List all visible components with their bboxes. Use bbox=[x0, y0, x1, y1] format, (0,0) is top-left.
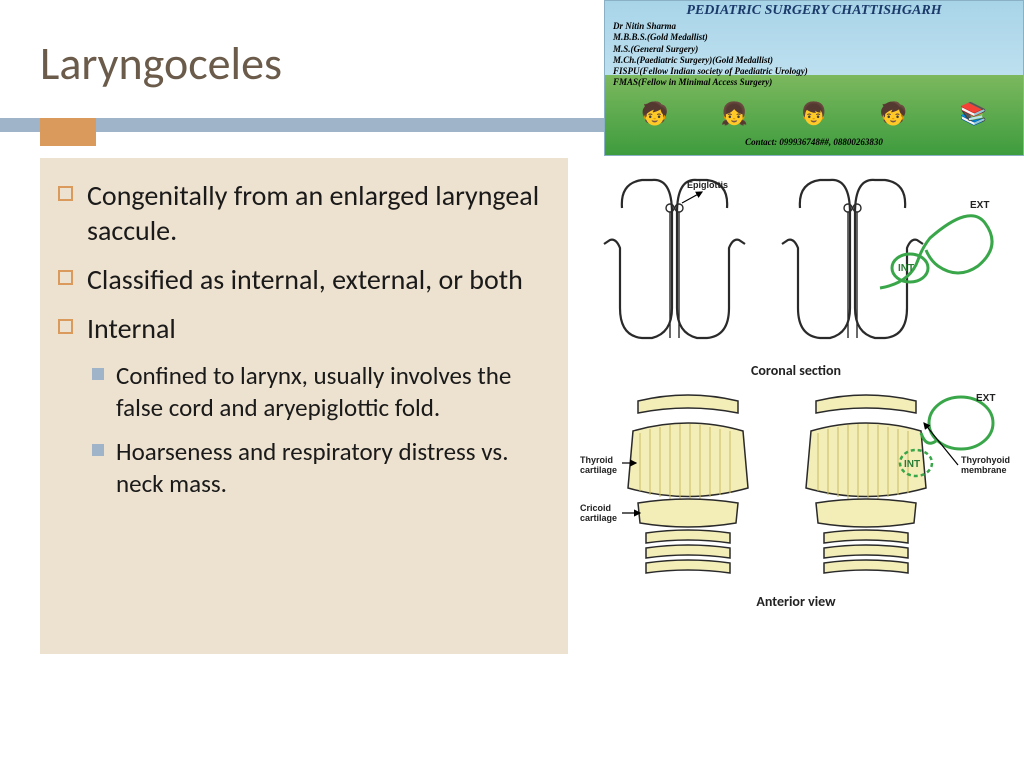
banner-line: M.Ch.(Paediatric Surgery)(Gold Medallist… bbox=[613, 55, 1015, 66]
label-thyroid: Thyroidcartilage bbox=[580, 455, 617, 475]
banner-line: FISPU(Fellow Indian society of Paediatri… bbox=[613, 66, 1015, 77]
kids-illustration: 🧒 👧 👦 🧒 📚 bbox=[605, 103, 1023, 125]
bullet-sub-text: Confined to larynx, usually involves the… bbox=[116, 360, 554, 424]
bullet-text: Internal bbox=[87, 311, 176, 346]
banner-line: M.B.B.S.(Gold Medallist) bbox=[613, 32, 1015, 43]
anterior-laryngocele-svg: INT EXT Thyrohyoidmembrane bbox=[776, 383, 1014, 593]
kid-icon: 🧒 bbox=[880, 103, 907, 125]
anterior-view-label: Anterior view bbox=[568, 593, 1024, 610]
banner-line: Dr Nitin Sharma bbox=[613, 21, 1015, 32]
kid-icon: 👦 bbox=[800, 103, 827, 125]
label-cricoid: Cricoidcartilage bbox=[580, 503, 617, 523]
medical-diagram: Epiglottis INT EXT Coronal section bbox=[568, 158, 1024, 654]
content-box: Congenitally from an enlarged laryngeal … bbox=[40, 158, 568, 654]
label-int: INT bbox=[898, 263, 914, 274]
label-thyrohyoid: Thyrohyoidmembrane bbox=[961, 455, 1010, 475]
bullet-marker-icon bbox=[58, 186, 73, 201]
coronal-normal-svg: Epiglottis bbox=[582, 168, 762, 368]
bullet-item: Classified as internal, external, or bot… bbox=[58, 262, 554, 297]
banner-line: FMAS(Fellow in Minimal Access Surgery) bbox=[613, 77, 1015, 88]
anterior-normal-svg: Thyroidcartilage Cricoidcartilage bbox=[578, 383, 776, 593]
bullet-sub-item: Hoarseness and respiratory distress vs. … bbox=[92, 436, 554, 500]
bullet-item: Internal bbox=[58, 311, 554, 346]
coronal-laryngocele-svg: INT EXT bbox=[770, 168, 1010, 368]
page-title: Laryngoceles bbox=[40, 36, 282, 92]
label-ext: EXT bbox=[970, 200, 989, 211]
kid-icon: 👧 bbox=[721, 103, 748, 125]
bullet-sub-marker-icon bbox=[92, 444, 104, 456]
coronal-section-row: Epiglottis INT EXT bbox=[568, 158, 1024, 358]
bullet-text: Congenitally from an enlarged laryngeal … bbox=[87, 178, 554, 248]
anterior-view-row: Thyroidcartilage Cricoidcartilage bbox=[568, 379, 1024, 589]
bullet-marker-icon bbox=[58, 319, 73, 334]
bullet-sub-item: Confined to larynx, usually involves the… bbox=[92, 360, 554, 424]
bullet-sub-marker-icon bbox=[92, 368, 104, 380]
banner-title: PEDIATRIC SURGERY CHATTISHGARH bbox=[613, 3, 1015, 19]
accent-block bbox=[40, 118, 96, 146]
label-epiglottis: Epiglottis bbox=[687, 180, 728, 190]
label-int: INT bbox=[904, 459, 920, 470]
kid-icon: 🧒 bbox=[641, 103, 668, 125]
header-banner: PEDIATRIC SURGERY CHATTISHGARH Dr Nitin … bbox=[604, 0, 1024, 156]
bullet-marker-icon bbox=[58, 270, 73, 285]
kid-icon: 📚 bbox=[959, 103, 986, 125]
bullet-text: Classified as internal, external, or bot… bbox=[87, 262, 523, 297]
label-ext: EXT bbox=[976, 393, 995, 404]
banner-line: M.S.(General Surgery) bbox=[613, 44, 1015, 55]
bullet-item: Congenitally from an enlarged laryngeal … bbox=[58, 178, 554, 248]
banner-contact: Contact: 099936748##, 08800263830 bbox=[605, 137, 1023, 147]
bullet-sub-text: Hoarseness and respiratory distress vs. … bbox=[116, 436, 554, 500]
